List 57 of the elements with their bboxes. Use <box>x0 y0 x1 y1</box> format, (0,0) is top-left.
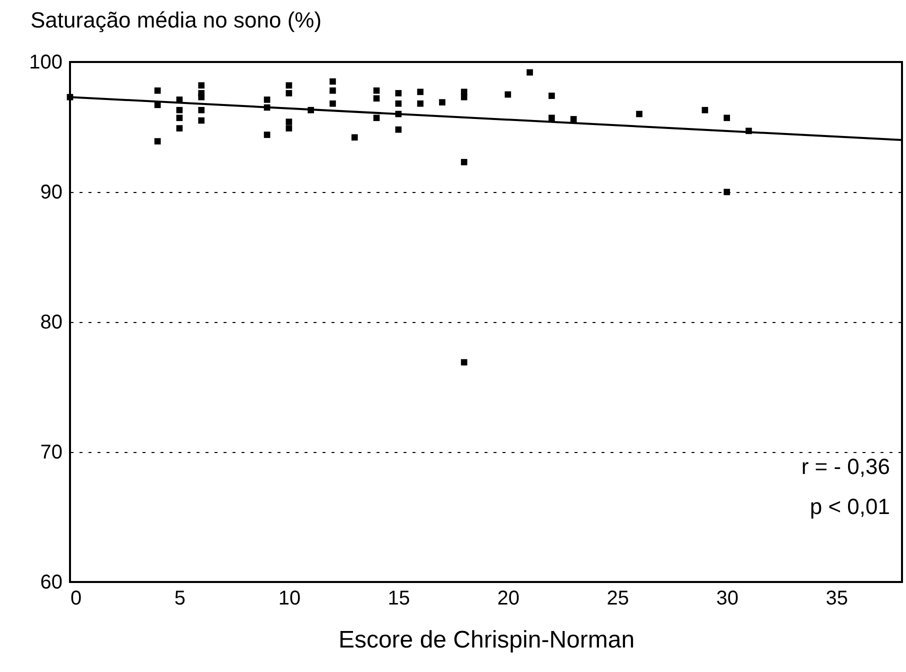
point <box>351 134 358 141</box>
point <box>176 125 183 132</box>
x-tick-label: 30 <box>716 588 738 610</box>
point <box>724 188 730 196</box>
point <box>330 87 336 94</box>
point <box>439 99 446 106</box>
x-tick-label: 10 <box>278 588 301 610</box>
point <box>570 116 577 122</box>
y-tick-label: 60 <box>40 572 62 594</box>
point <box>373 87 380 94</box>
point <box>264 132 270 138</box>
point <box>373 95 380 102</box>
point <box>198 82 205 89</box>
point <box>154 138 161 144</box>
point <box>395 100 402 107</box>
point <box>417 100 424 107</box>
x-tick-label: 35 <box>826 588 848 610</box>
point <box>395 90 402 96</box>
x-tick-label: 15 <box>388 588 410 610</box>
x-tick-label: 0 <box>70 588 82 610</box>
point <box>330 78 336 85</box>
point <box>417 88 424 96</box>
point <box>395 126 402 133</box>
point <box>176 114 183 122</box>
annotation: r = - 0,36 <box>801 454 890 479</box>
y-tick-label: 100 <box>29 52 62 74</box>
point <box>504 91 512 98</box>
annotation: p < 0,01 <box>810 494 890 519</box>
point <box>724 114 730 122</box>
point <box>198 117 205 124</box>
point <box>286 118 292 125</box>
y-tick-label: 90 <box>40 182 62 204</box>
point <box>286 82 292 89</box>
point <box>176 106 183 114</box>
x-tick-label: 25 <box>606 588 629 610</box>
point <box>198 106 205 114</box>
y-axis-title: Saturação média no sono (%) <box>30 8 322 32</box>
point <box>636 110 642 118</box>
x-tick-label: 20 <box>497 588 520 610</box>
point <box>702 106 708 114</box>
point <box>198 94 205 100</box>
point <box>460 94 468 100</box>
x-tick-label: 5 <box>174 588 186 610</box>
point <box>286 90 292 96</box>
point <box>460 359 468 366</box>
point <box>154 87 161 94</box>
point <box>548 92 555 99</box>
y-tick-label: 70 <box>40 442 62 464</box>
point <box>373 114 380 122</box>
point <box>286 125 292 132</box>
point <box>526 69 533 76</box>
y-tick-label: 80 <box>40 312 62 334</box>
point <box>548 114 555 122</box>
point <box>264 96 270 103</box>
point <box>460 158 468 166</box>
x-axis-title: Escore de Chrispin-Norman <box>338 626 635 654</box>
point <box>330 100 336 107</box>
